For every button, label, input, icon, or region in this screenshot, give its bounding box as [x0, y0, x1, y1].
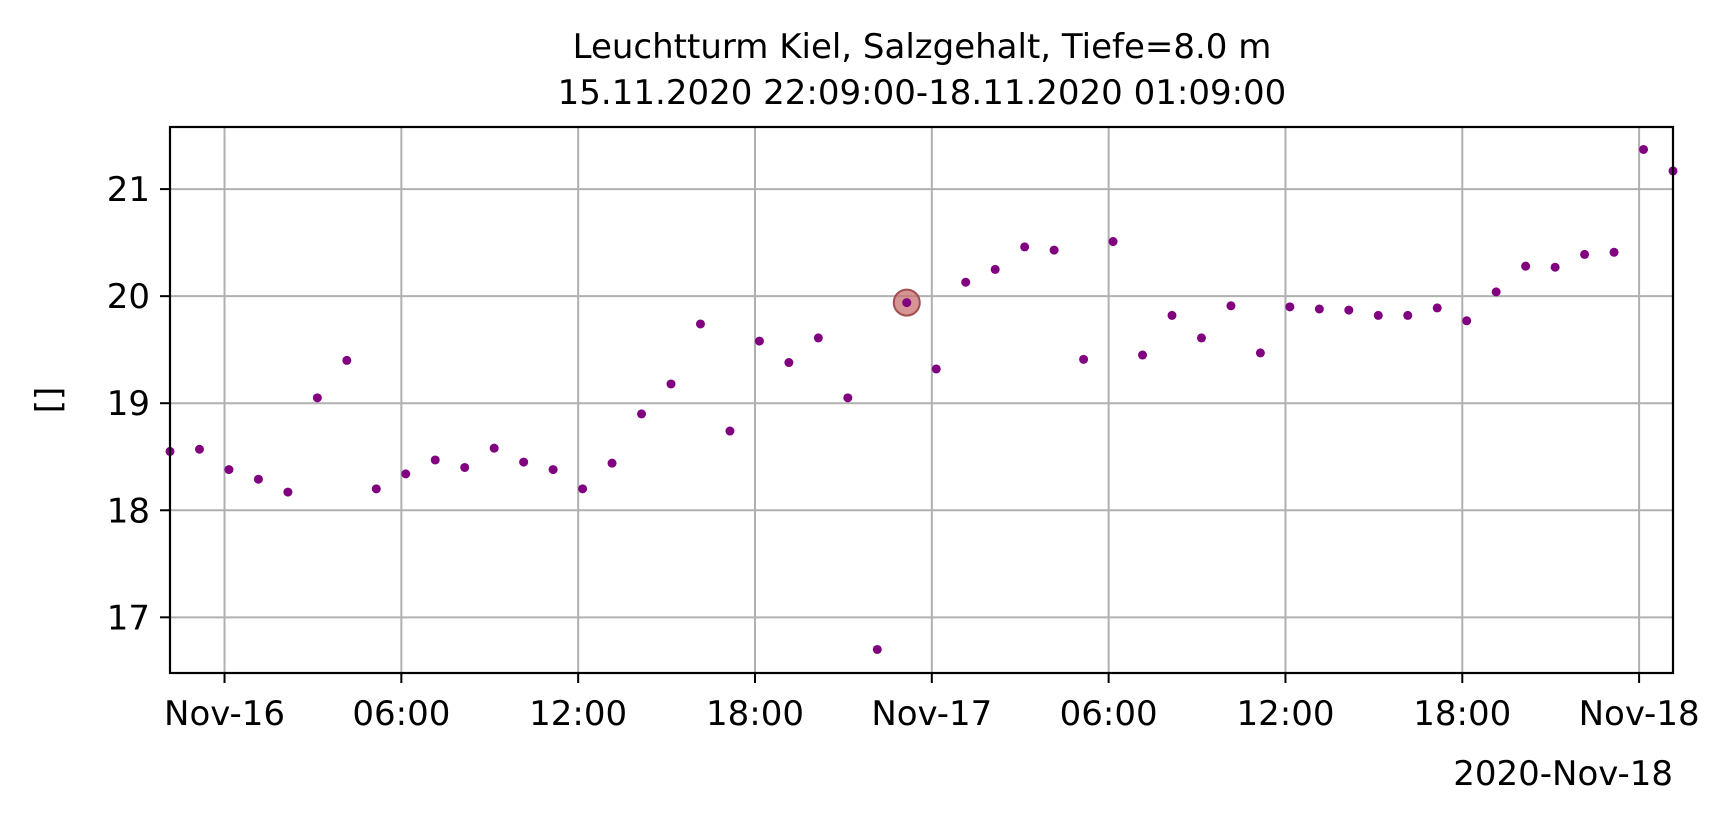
- data-point: [1196, 333, 1206, 343]
- data-point: [637, 409, 647, 419]
- y-tick-label: 21: [107, 170, 150, 210]
- data-point: [1491, 287, 1501, 297]
- plot-frame: [168, 125, 1675, 675]
- data-point: [312, 393, 322, 403]
- data-point: [1403, 310, 1413, 320]
- data-point: [1079, 354, 1089, 364]
- data-point: [666, 379, 676, 389]
- y-tick-label: 18: [107, 491, 150, 531]
- data-point: [578, 484, 588, 494]
- y-tick-label: 19: [107, 384, 150, 424]
- data-point: [1373, 310, 1383, 320]
- x-tick-label: Nov-17: [871, 694, 992, 734]
- data-point: [1226, 301, 1236, 311]
- data-point: [902, 298, 912, 308]
- chart-subtitle: 15.11.2020 22:09:00-18.11.2020 01:09:00: [558, 73, 1287, 113]
- data-point: [813, 333, 823, 343]
- axis-ticks: Nov-16 06:00 12:00 18:00 Nov-17 06:00 12:00 18:…: [107, 170, 1700, 734]
- x-tick-label: 18:00: [1413, 694, 1511, 734]
- data-point: [460, 462, 470, 472]
- data-point: [253, 474, 263, 484]
- x-tick-label: 06:00: [352, 694, 450, 734]
- data-point: [1020, 242, 1030, 252]
- data-point: [548, 465, 558, 475]
- data-point: [725, 426, 735, 436]
- data-point: [1521, 261, 1531, 271]
- x-tick-label: Nov-18: [1579, 694, 1700, 734]
- data-point: [1314, 304, 1324, 314]
- data-point: [1580, 249, 1590, 259]
- data-point: [1138, 350, 1148, 360]
- data-point: [784, 358, 794, 368]
- x-tick-label: 18:00: [706, 694, 804, 734]
- x-tick-label: 06:00: [1060, 694, 1158, 734]
- data-point: [342, 355, 352, 365]
- data-point: [194, 444, 204, 454]
- data-point: [1550, 262, 1560, 272]
- data-point: [990, 264, 1000, 274]
- data-point: [1167, 310, 1177, 320]
- data-point: [931, 364, 941, 374]
- data-point: [430, 455, 440, 465]
- data-point: [1049, 245, 1059, 255]
- data-point: [1255, 348, 1265, 358]
- data-point: [872, 644, 882, 654]
- y-tick-label: 20: [107, 277, 150, 317]
- data-point: [1108, 237, 1118, 247]
- data-point: [607, 458, 617, 468]
- chart-title: Leuchtturm Kiel, Salzgehalt, Tiefe=8.0 m: [573, 27, 1272, 67]
- data-point: [224, 465, 234, 475]
- grid: [170, 127, 1673, 673]
- x-tick-label: Nov-16: [164, 694, 285, 734]
- data-point: [371, 484, 381, 494]
- data-point: [1432, 303, 1442, 313]
- data-point: [1285, 302, 1295, 312]
- data-point: [489, 443, 499, 453]
- data-point: [754, 336, 764, 346]
- x-tick-label: 12:00: [1236, 694, 1334, 734]
- data-point: [695, 319, 705, 329]
- data-points: [165, 144, 1678, 654]
- y-tick-label: 17: [107, 598, 150, 638]
- data-point: [961, 277, 971, 287]
- data-point: [1609, 247, 1619, 257]
- y-axis-label: []: [29, 387, 69, 414]
- x-axis-offset-label: 2020-Nov-18: [1453, 754, 1673, 794]
- data-point: [1639, 144, 1649, 154]
- data-point: [843, 393, 853, 403]
- data-point: [401, 469, 411, 479]
- data-point: [1344, 305, 1354, 315]
- data-point: [519, 457, 529, 467]
- x-tick-label: 12:00: [529, 694, 627, 734]
- data-point: [283, 487, 293, 497]
- data-point: [1462, 316, 1472, 326]
